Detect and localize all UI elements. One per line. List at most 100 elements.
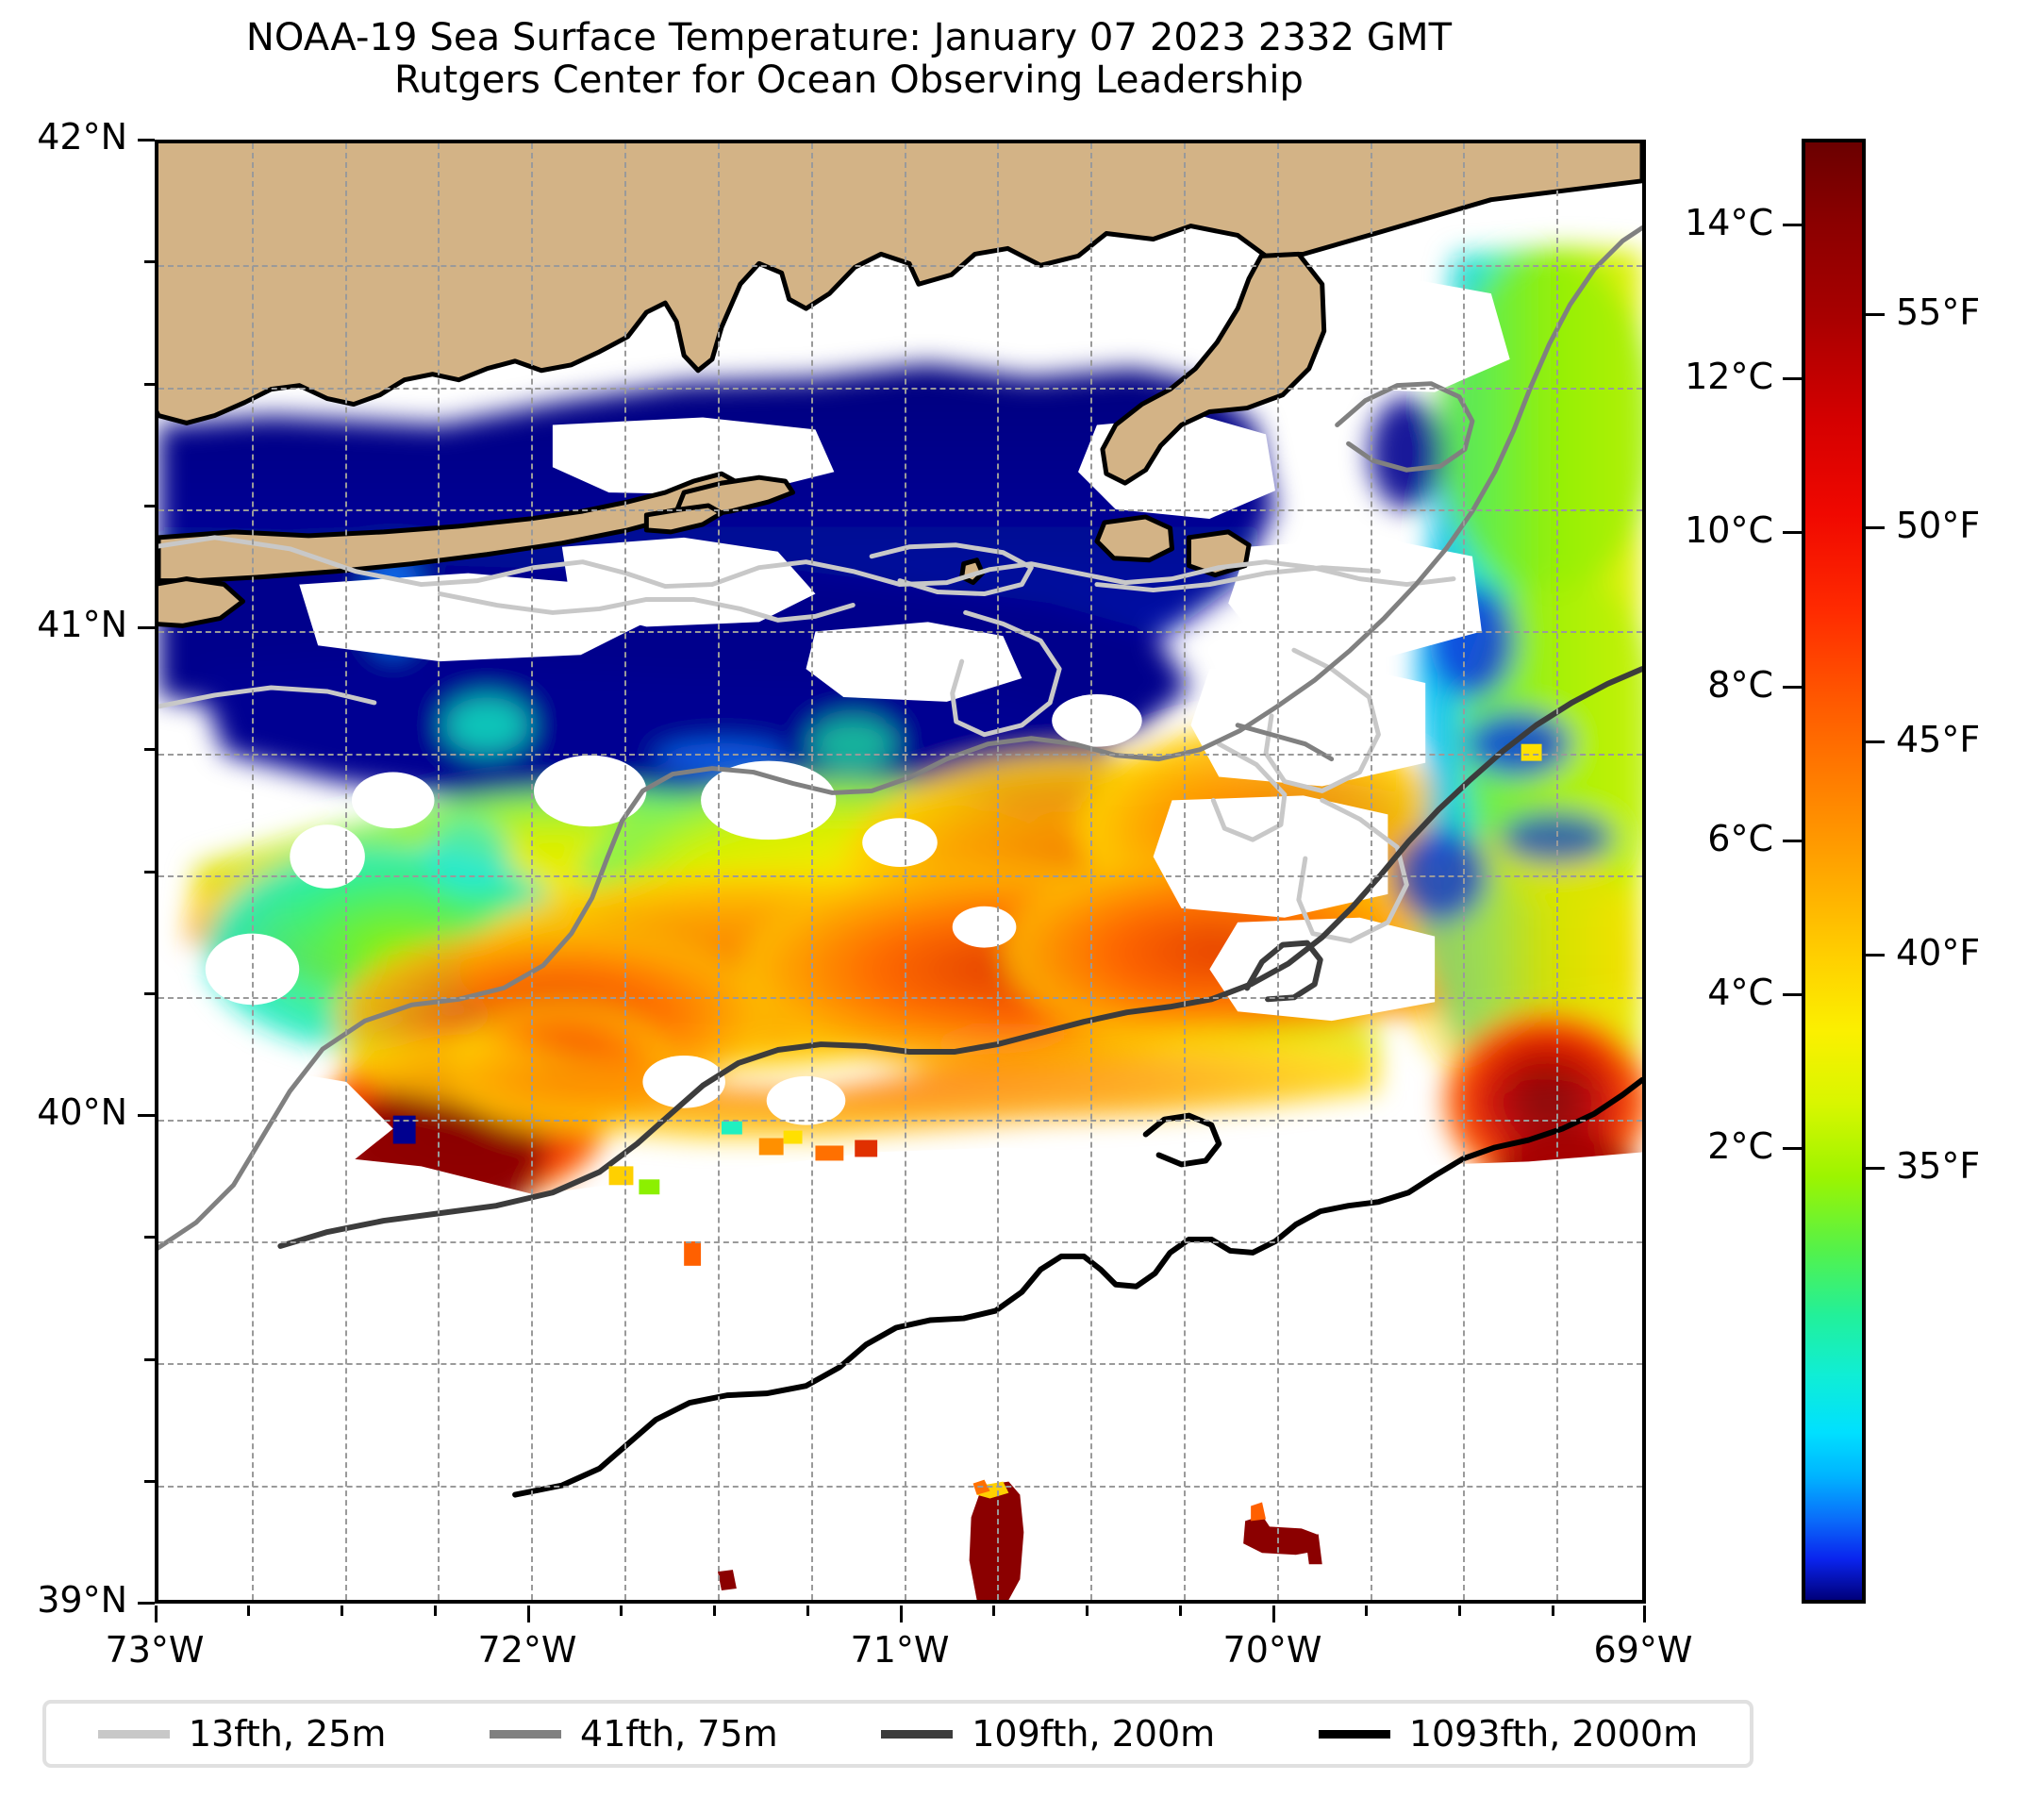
colorbar-gradient	[1802, 139, 1866, 1604]
gridline-horizontal	[158, 753, 1642, 756]
colorbar-label-12c: 12°C	[1685, 356, 1773, 397]
gridline-vertical	[1556, 143, 1559, 1600]
y-tick-39n	[138, 1602, 155, 1605]
y-axis-label-39n: 39°N	[37, 1579, 127, 1621]
bathymetry-75m	[158, 225, 1642, 1251]
x-tick-minor	[1458, 1606, 1461, 1616]
y-axis-label-40n: 40°N	[37, 1091, 127, 1133]
temperature-colorbar[interactable]: 14°C 12°C 10°C 8°C 6°C 4°C 2°C 55°F 50°F…	[1685, 139, 1980, 1604]
y-tick-minor	[144, 505, 155, 507]
gridline-vertical	[997, 143, 1000, 1600]
x-tick-minor	[1179, 1606, 1182, 1616]
sst-heatmap-canvas	[158, 143, 1642, 1600]
colorbar-label-6c: 6°C	[1707, 818, 1773, 859]
bathymetry-legend: 13fth, 25m 41fth, 75m 109fth, 200m 1093f…	[42, 1700, 1753, 1768]
legend-line-75m-icon	[490, 1729, 562, 1739]
x-axis-label-72w: 72°W	[477, 1629, 577, 1671]
x-tick-69w	[1643, 1606, 1646, 1622]
colorbar-tick-2c	[1783, 1147, 1802, 1150]
y-tick-42n	[138, 139, 155, 141]
y-tick-minor	[144, 383, 155, 386]
x-tick-minor	[1552, 1606, 1554, 1616]
y-tick-minor	[144, 260, 155, 263]
gridline-vertical	[717, 143, 720, 1600]
y-tick-40n	[138, 1114, 155, 1117]
colorbar-label-14c: 14°C	[1685, 202, 1773, 243]
x-tick-minor	[1086, 1606, 1088, 1616]
colorbar-tick-55f	[1866, 313, 1885, 316]
colorbar-label-10c: 10°C	[1685, 509, 1773, 551]
title-line-1: NOAA-19 Sea Surface Temperature: January…	[245, 16, 1453, 59]
x-axis-label-69w: 69°W	[1593, 1629, 1693, 1671]
legend-label-25m: 13fth, 25m	[188, 1713, 387, 1755]
x-tick-minor	[341, 1606, 343, 1616]
x-axis-label-70w: 70°W	[1222, 1629, 1322, 1671]
x-tick-minor	[247, 1606, 250, 1616]
x-tick-73w	[155, 1606, 158, 1622]
gridline-vertical	[438, 143, 440, 1600]
map-plot-area[interactable]	[155, 140, 1646, 1604]
y-tick-41n	[138, 626, 155, 629]
bathymetry-25m	[158, 535, 1456, 944]
legend-line-2000m-icon	[1318, 1729, 1390, 1739]
x-tick-minor	[992, 1606, 995, 1616]
legend-item-75m[interactable]: 41fth, 75m	[490, 1713, 778, 1755]
legend-label-2000m: 1093fth, 2000m	[1408, 1713, 1699, 1755]
colorbar-label-50f: 50°F	[1896, 505, 1981, 546]
gridline-horizontal	[158, 1485, 1642, 1488]
colorbar-tick-6c	[1783, 840, 1802, 842]
gridline-horizontal	[158, 1363, 1642, 1366]
y-tick-minor	[144, 748, 155, 751]
y-tick-minor	[144, 992, 155, 995]
sst-artifacts	[717, 1479, 1322, 1600]
x-tick-72w	[527, 1606, 530, 1622]
colorbar-label-2c: 2°C	[1707, 1125, 1773, 1167]
colorbar-label-40f: 40°F	[1896, 932, 1981, 973]
x-tick-70w	[1272, 1606, 1275, 1622]
x-tick-minor	[620, 1606, 623, 1616]
colorbar-tick-12c	[1783, 377, 1802, 380]
gridline-vertical	[1463, 143, 1466, 1600]
colorbar-label-8c: 8°C	[1707, 664, 1773, 706]
gridline-vertical	[1090, 143, 1093, 1600]
y-tick-minor	[144, 871, 155, 874]
colorbar-label-55f: 55°F	[1896, 291, 1981, 333]
gridline-horizontal	[158, 509, 1642, 511]
gridline-horizontal	[158, 265, 1642, 268]
y-tick-minor	[144, 1480, 155, 1483]
colorbar-label-45f: 45°F	[1896, 719, 1981, 760]
colorbar-tick-14c	[1783, 224, 1802, 226]
colorbar-tick-35f	[1866, 1167, 1885, 1170]
title-line-2: Rutgers Center for Ocean Observing Leade…	[393, 58, 1305, 102]
colorbar-tick-10c	[1783, 531, 1802, 534]
x-tick-minor	[806, 1606, 809, 1616]
gridline-vertical	[624, 143, 627, 1600]
x-tick-minor	[1365, 1606, 1368, 1616]
colorbar-tick-40f	[1866, 954, 1885, 957]
gridline-vertical	[251, 143, 254, 1600]
y-axis-label-42n: 42°N	[37, 116, 127, 158]
gridline-horizontal	[158, 997, 1642, 1000]
y-axis-label-41n: 41°N	[37, 604, 127, 645]
gridline-vertical	[1183, 143, 1186, 1600]
gridline-horizontal	[158, 1241, 1642, 1243]
legend-line-25m-icon	[97, 1729, 170, 1739]
x-tick-minor	[434, 1606, 437, 1616]
x-tick-minor	[713, 1606, 716, 1616]
gridline-horizontal	[158, 387, 1642, 390]
colorbar-label-4c: 4°C	[1707, 972, 1773, 1013]
gridline-horizontal	[158, 1119, 1642, 1122]
legend-label-75m: 41fth, 75m	[580, 1713, 778, 1755]
x-axis-label-71w: 71°W	[850, 1629, 950, 1671]
gridline-horizontal	[158, 631, 1642, 634]
legend-item-200m[interactable]: 109fth, 200m	[881, 1713, 1215, 1755]
legend-label-200m: 109fth, 200m	[972, 1713, 1216, 1755]
colorbar-tick-8c	[1783, 686, 1802, 689]
legend-item-25m[interactable]: 13fth, 25m	[97, 1713, 387, 1755]
x-tick-71w	[900, 1606, 903, 1622]
gridline-vertical	[344, 143, 347, 1600]
bathymetry-200m	[277, 666, 1642, 1249]
colorbar-tick-50f	[1866, 526, 1885, 529]
legend-item-2000m[interactable]: 1093fth, 2000m	[1318, 1713, 1699, 1755]
gridline-vertical	[810, 143, 813, 1600]
